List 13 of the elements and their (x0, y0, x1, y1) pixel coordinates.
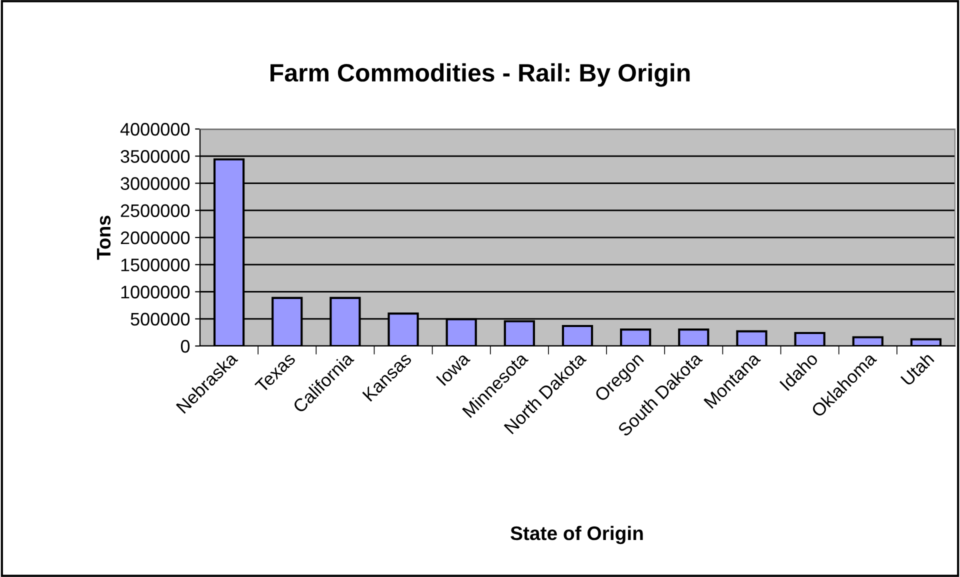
x-tick-label: Utah (900, 352, 935, 386)
chart-title: Farm Commodities - Rail: By Origin (270, 63, 690, 87)
y-tick-label: 2500000 (120, 204, 190, 218)
y-tick-label: 500000 (130, 312, 190, 326)
y-axis-title: Tons (97, 216, 111, 260)
y-tick-label: 2000000 (120, 231, 190, 244)
y-tick-label: 1500000 (121, 258, 190, 272)
y-tick-label: 4000000 (120, 122, 190, 136)
y-tick-label: 3500000 (120, 150, 190, 163)
y-tick-label: 0 (180, 340, 190, 353)
y-tick-label: 3000000 (120, 177, 190, 190)
x-axis-title: State of Origin (510, 526, 643, 544)
y-tick-label: 1000000 (121, 286, 190, 298)
